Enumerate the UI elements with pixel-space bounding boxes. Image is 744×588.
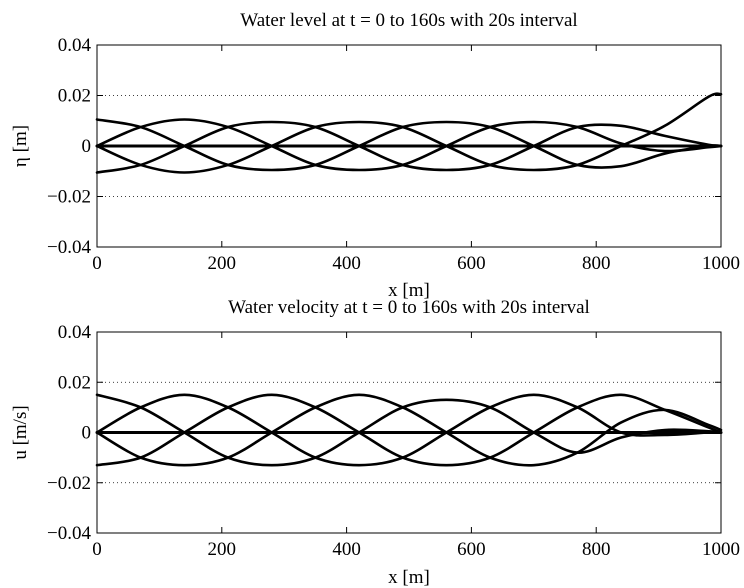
series-line-4	[95, 92, 723, 174]
series-line-4	[95, 393, 723, 467]
x-tick-label: 1000	[702, 539, 740, 560]
y-axis-label: u [m/s]	[10, 405, 31, 459]
series-line-1	[95, 118, 723, 172]
chart-title: Water level at t = 0 to 160s with 20s in…	[240, 10, 577, 31]
series-line-3	[95, 118, 723, 172]
x-tick-label: 800	[582, 539, 611, 560]
x-tick-label: 200	[208, 539, 237, 560]
y-tick-label: 0	[82, 136, 92, 157]
x-tick-label: 1000	[702, 253, 740, 274]
panel-level: 0 200 400 600 800 1000 −0.04 −0.02 0 0.02 0.04 Wate…	[10, 10, 740, 301]
y-tick-label: 0	[82, 423, 92, 444]
series-line-2	[95, 120, 723, 174]
y-tick-label: −0.02	[47, 473, 91, 494]
series-line-1	[95, 393, 723, 467]
y-tick-label: 0.02	[58, 372, 91, 393]
series-line-3	[95, 393, 723, 467]
x-tick-label: 600	[457, 539, 486, 560]
x-tick-label: 800	[582, 253, 611, 274]
y-tick-label: −0.04	[47, 237, 91, 258]
y-tick-label: −0.04	[47, 523, 91, 544]
y-tick-label: 0.02	[58, 86, 91, 107]
x-axis-label: x [m]	[388, 280, 430, 301]
x-tick-label: 0	[92, 539, 102, 560]
y-tick-label: −0.02	[47, 187, 91, 208]
y-tick-label: 0.04	[58, 322, 92, 343]
x-tick-label: 200	[208, 253, 237, 274]
y-axis-label: η [m]	[10, 125, 31, 167]
x-tick-label: 400	[332, 539, 361, 560]
y-tick-label: 0.04	[58, 35, 92, 56]
chart-title: Water velocity at t = 0 to 160s with 20s…	[228, 297, 590, 318]
x-tick-label: 400	[332, 253, 361, 274]
panel-velocity: 0 200 400 600 800 1000 −0.04 −0.02 0 0.02 0.04 Wate…	[10, 297, 740, 588]
series-line-2	[95, 393, 723, 467]
x-tick-label: 0	[92, 253, 102, 274]
x-tick-label: 600	[457, 253, 486, 274]
x-axis-label: x [m]	[388, 567, 430, 588]
